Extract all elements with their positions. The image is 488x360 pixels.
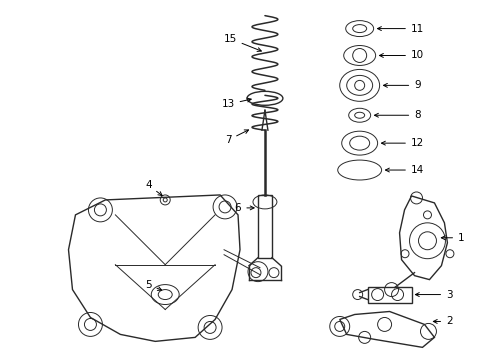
Text: 9: 9 [383,80,420,90]
Text: 11: 11 [377,24,423,33]
Text: 12: 12 [381,138,423,148]
Text: 13: 13 [221,98,251,109]
Text: 1: 1 [440,233,464,243]
Text: 3: 3 [414,289,452,300]
Text: 4: 4 [144,180,162,195]
Text: 10: 10 [379,50,423,60]
Text: 2: 2 [432,316,452,327]
Text: 14: 14 [385,165,423,175]
Text: 5: 5 [144,280,162,291]
Bar [258,195,271,258]
Text: 7: 7 [224,130,248,145]
Text: 6: 6 [234,203,254,213]
Text: 15: 15 [223,33,261,51]
Text: 8: 8 [374,110,420,120]
